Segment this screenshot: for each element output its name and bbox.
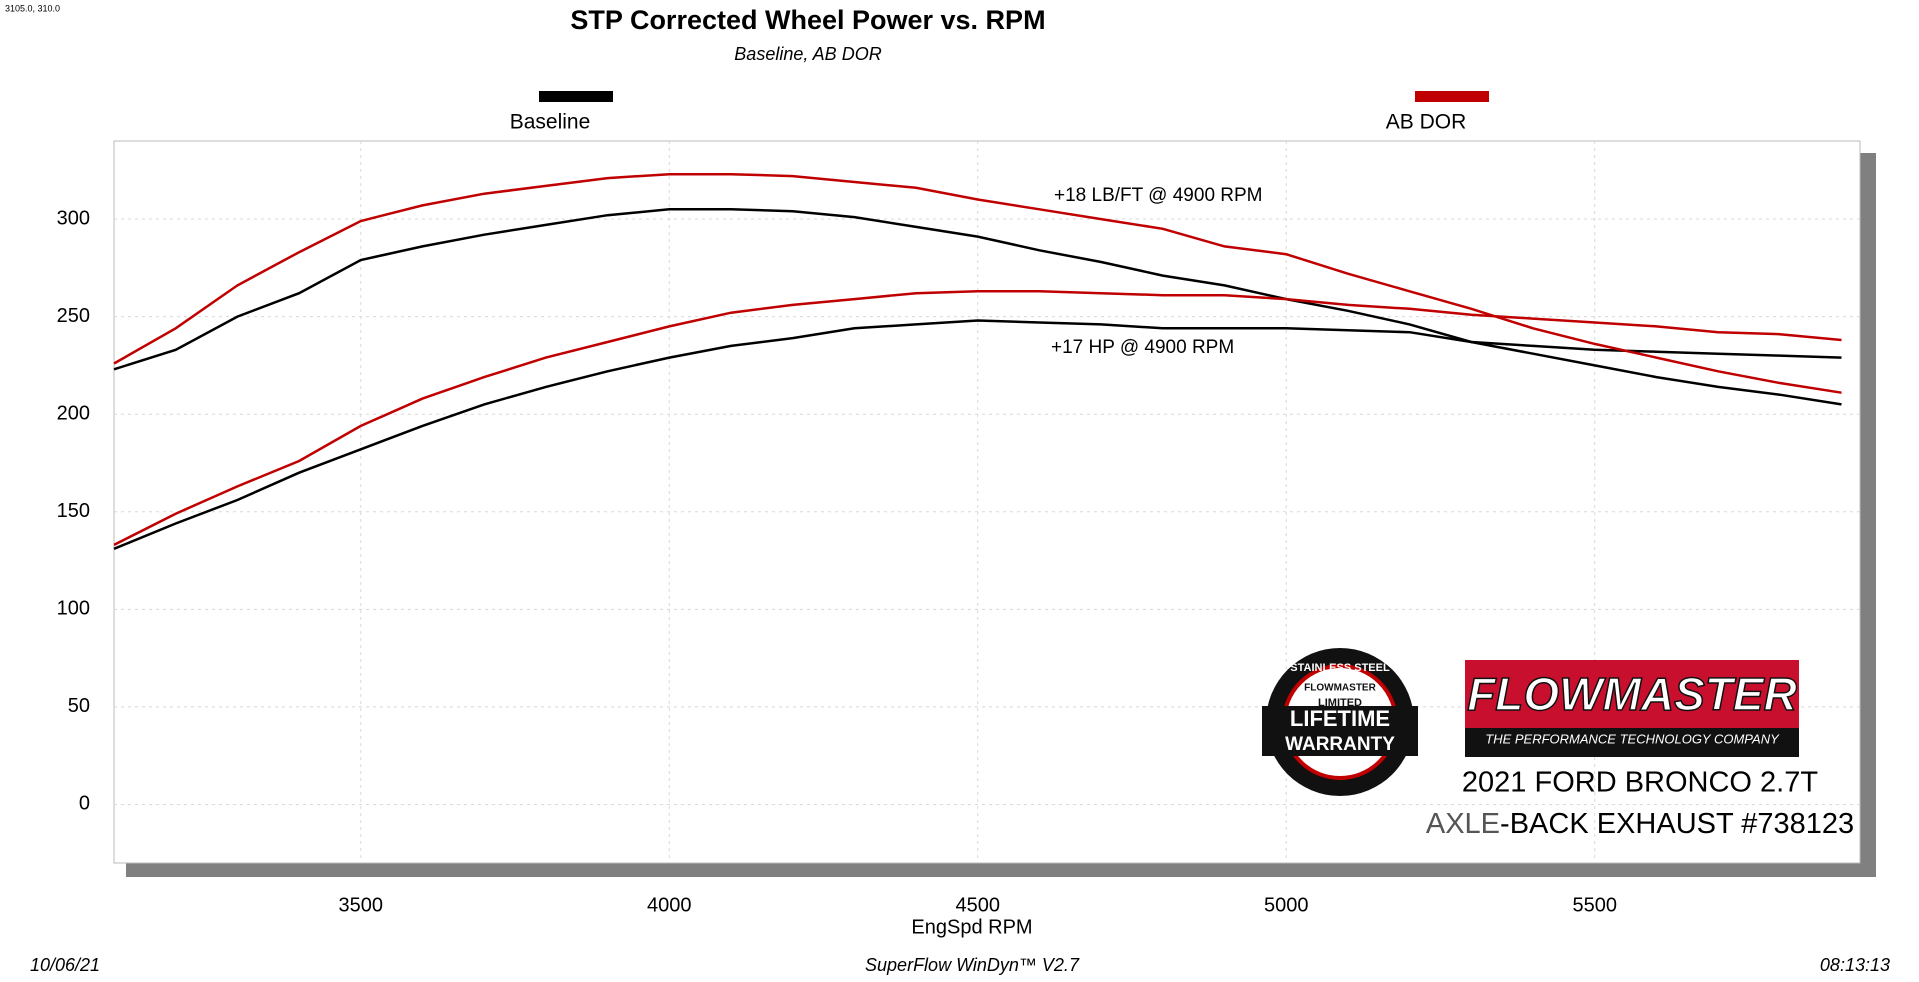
x-tick-label: 4500 (955, 894, 1000, 916)
y-tick-label: 50 (68, 695, 90, 717)
badge-text: WARRANTY (1285, 734, 1395, 755)
legend-label: AB DOR (1386, 111, 1467, 134)
y-tick-label: 0 (79, 793, 90, 815)
footer-time: 08:13:13 (1820, 955, 1890, 975)
chart-title: STP Corrected Wheel Power vs. RPM (570, 5, 1045, 35)
chart-subtitle: Baseline, AB DOR (734, 44, 881, 64)
data-line (113, 208, 1842, 406)
annotation: +18 LB/FT @ 4900 RPM (1054, 185, 1263, 206)
footer-date: 10/06/21 (30, 955, 100, 975)
x-tick-label: 3500 (339, 894, 384, 916)
brand-bar (1465, 728, 1799, 757)
warranty-badge: STAINLESS STEEL FLOWMASTER LIMITEDLIFETIME… (1262, 648, 1418, 796)
badge-text: LIMITED (1318, 697, 1362, 709)
x-tick-label: 4000 (647, 894, 692, 916)
x-tick-label: 5500 (1572, 894, 1617, 916)
footer-software: SuperFlow WinDyn™ V2.7 (865, 955, 1080, 975)
x-axis-label: EngSpd RPM (911, 916, 1032, 938)
data-line (113, 290, 1842, 547)
legend-label: Baseline (510, 111, 591, 134)
x-tick-label: 5000 (1264, 894, 1309, 916)
data-line (113, 172, 1842, 394)
y-tick-label: 250 (57, 305, 90, 327)
annotation: +17 HP @ 4900 RPM (1051, 337, 1234, 358)
legend-swatch (1415, 91, 1489, 102)
corner-readout: 3105.0, 310.0 (5, 3, 60, 13)
y-tick-label: 150 (57, 500, 90, 522)
product: AXLE-BACK EXHAUST #738123 (1426, 808, 1854, 840)
product-highlight: AXLE (1426, 808, 1500, 840)
brand-name: FLOWMASTER (1467, 668, 1797, 720)
y-tick-label: 300 (57, 207, 90, 229)
badge-text: LIFETIME (1290, 706, 1390, 731)
vehicle: 2021 FORD BRONCO 2.7T (1462, 767, 1818, 799)
badge-band (1262, 706, 1418, 756)
product-rest: -BACK EXHAUST #738123 (1500, 808, 1854, 840)
badge-text: STAINLESS STEEL (1290, 662, 1390, 674)
badge-text: FLOWMASTER (1304, 683, 1376, 694)
y-tick-label: 200 (57, 402, 90, 424)
legend-swatch (539, 91, 613, 102)
data-line (113, 319, 1842, 550)
brand-tagline: THE PERFORMANCE TECHNOLOGY COMPANY (1485, 731, 1780, 746)
y-tick-label: 100 (57, 598, 90, 620)
